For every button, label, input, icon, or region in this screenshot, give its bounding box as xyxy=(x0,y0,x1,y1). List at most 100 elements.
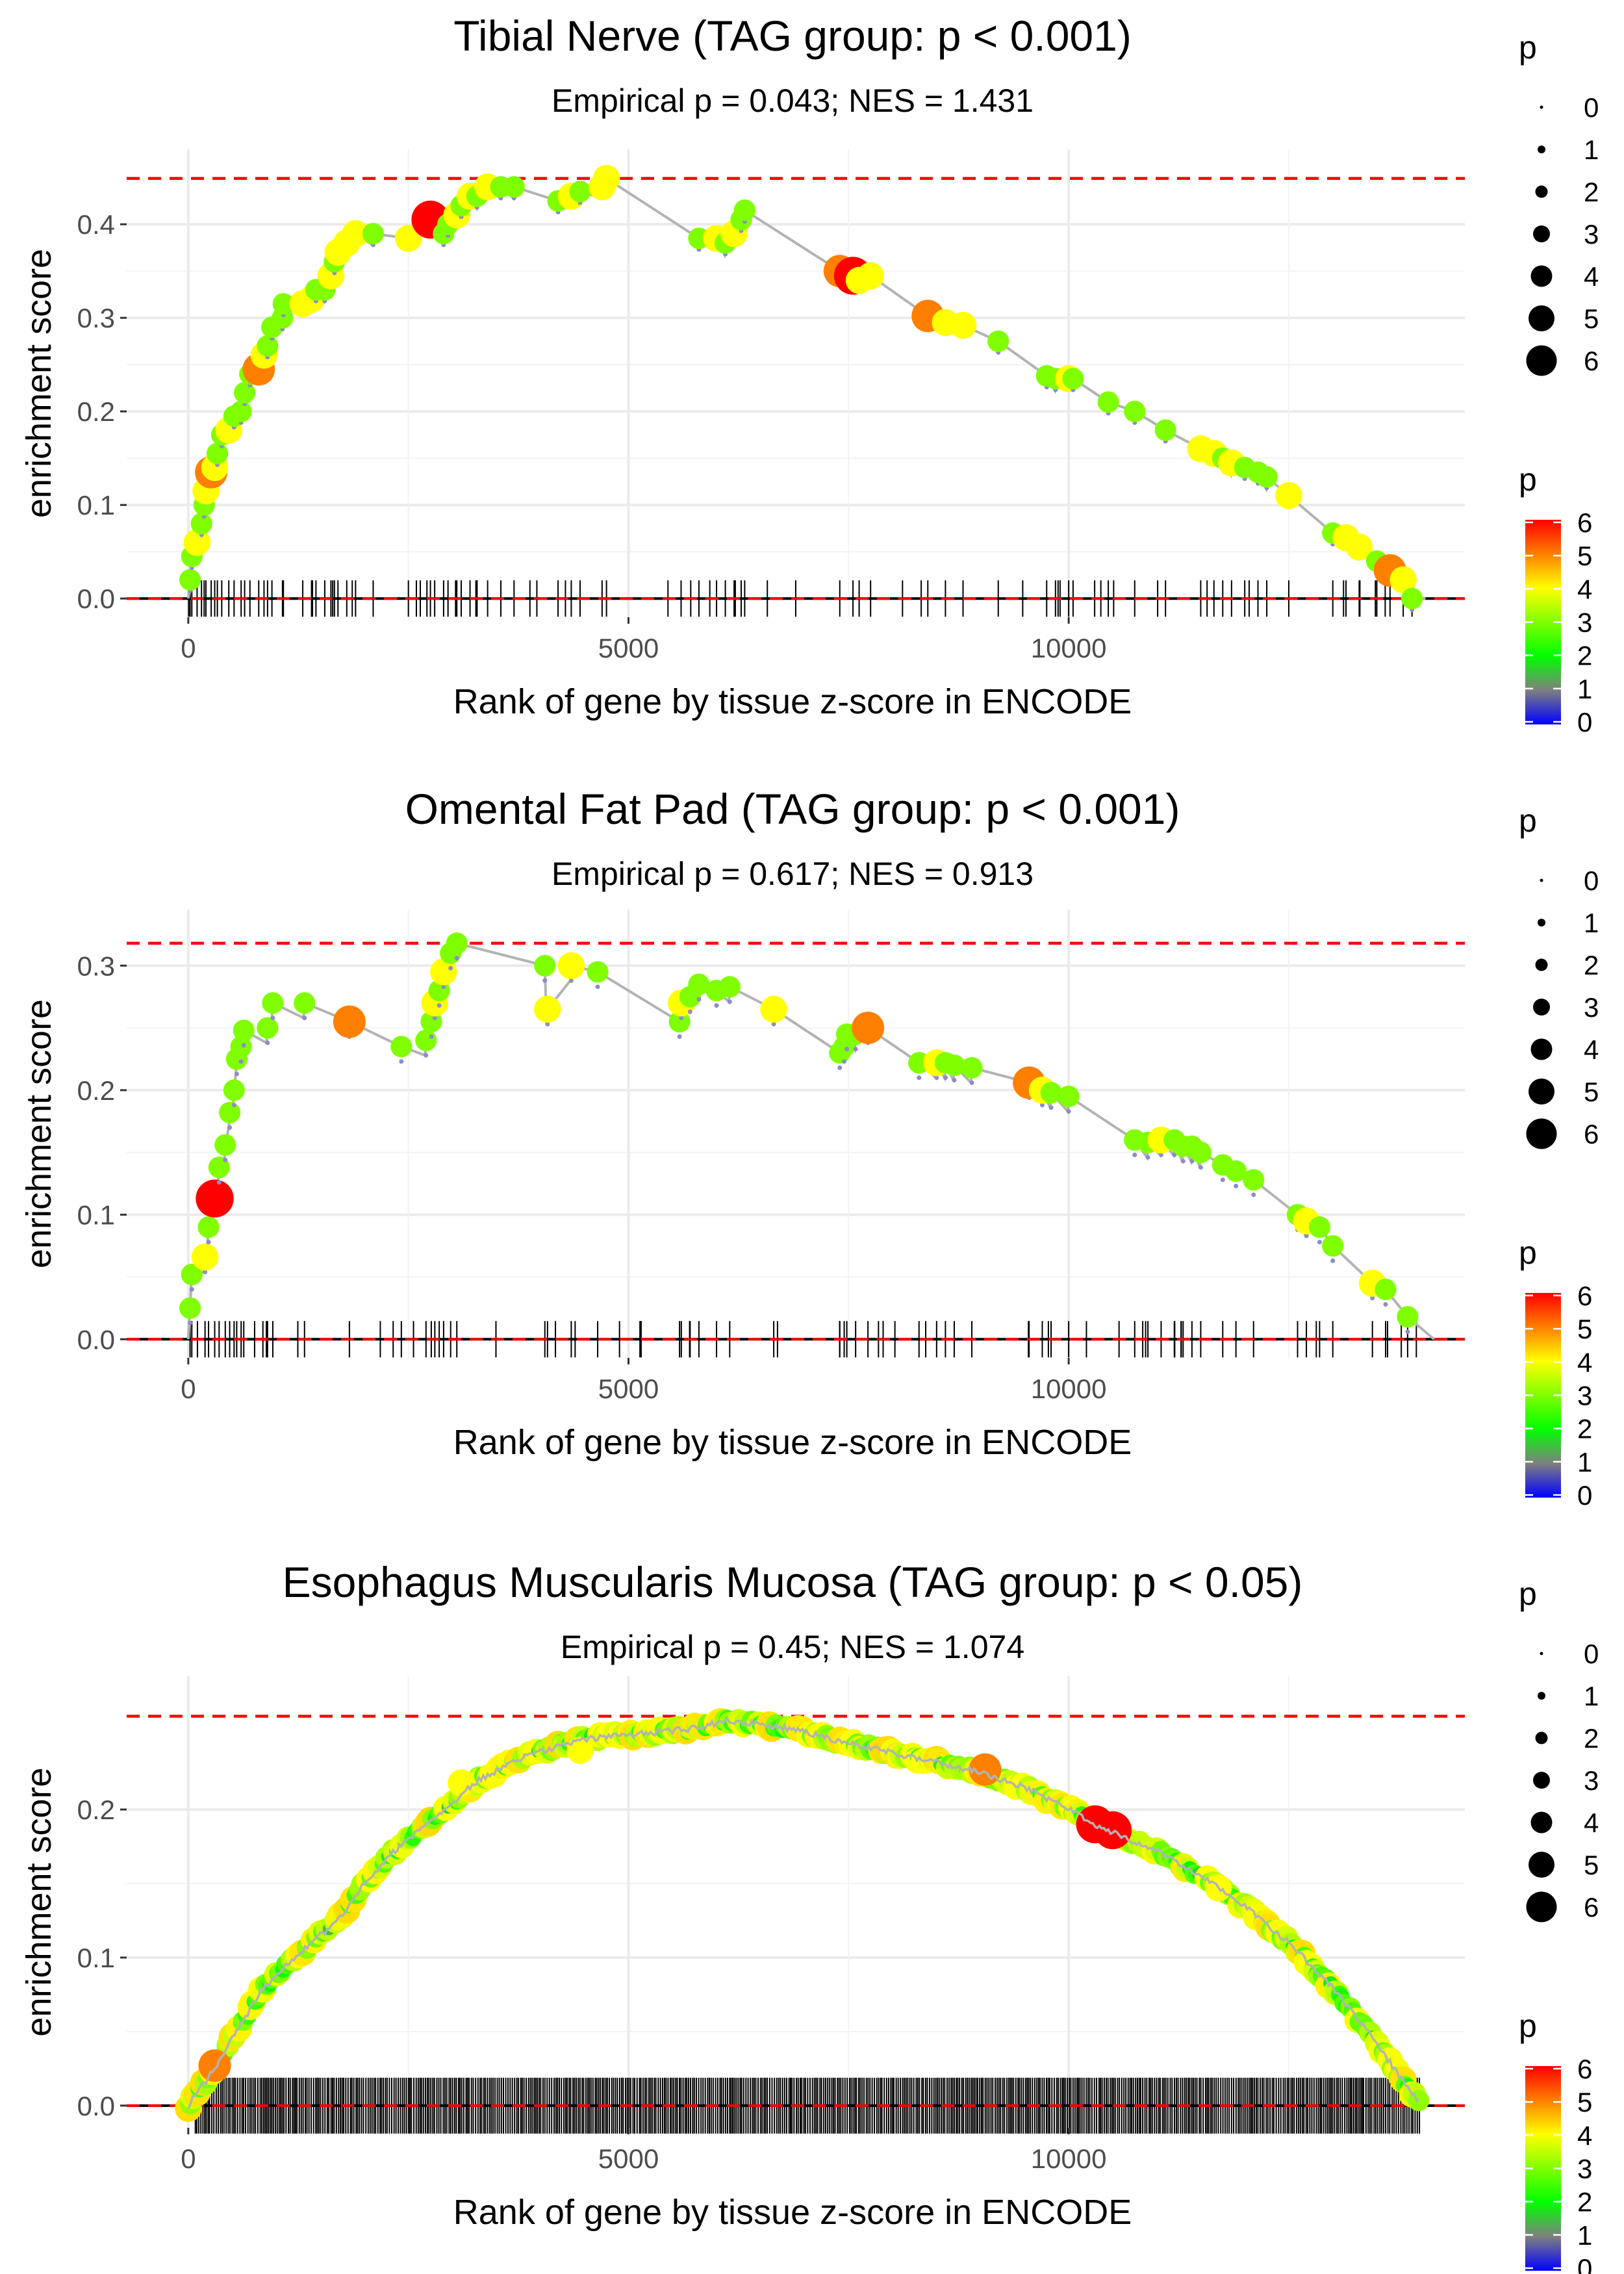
es-valley-dot xyxy=(231,1103,236,1108)
color-legend-title: p xyxy=(1519,1234,1537,1271)
es-valley-dot xyxy=(1198,1165,1203,1170)
es-valley-dot xyxy=(429,1034,434,1039)
color-legend-label: 4 xyxy=(1577,2120,1592,2151)
es-valley-dot xyxy=(448,965,453,971)
es-valley-dot xyxy=(687,1009,692,1014)
es-point xyxy=(688,973,710,995)
es-point xyxy=(415,1029,437,1051)
es-valley-dot xyxy=(844,1047,850,1052)
es-valley-dot xyxy=(568,978,574,983)
size-legend-dot xyxy=(1526,1118,1557,1149)
x-tick-label: 0 xyxy=(181,1373,196,1404)
color-legend-title: p xyxy=(1519,461,1537,498)
es-points xyxy=(175,1708,1430,2122)
es-point xyxy=(179,568,201,591)
es-valley-dot xyxy=(206,1240,211,1245)
size-legend-dot xyxy=(1526,345,1557,376)
es-point xyxy=(262,992,284,1014)
es-valley-dot xyxy=(189,1287,194,1292)
panel-3: Esophagus Muscularis Mucosa (TAG group: … xyxy=(19,1558,1599,2274)
es-point xyxy=(294,992,316,1014)
es-valley-dot xyxy=(424,1053,429,1058)
color-legend-label: 0 xyxy=(1577,1480,1592,1511)
es-valley-dot xyxy=(771,1021,776,1027)
es-valley-dot xyxy=(1048,1105,1054,1110)
es-point xyxy=(218,1101,241,1124)
es-valley-dot xyxy=(1234,1184,1239,1188)
es-valley-dot xyxy=(1145,1155,1150,1160)
es-point xyxy=(943,1054,965,1077)
chart-subtitle: Empirical p = 0.617; NES = 0.913 xyxy=(552,856,1034,892)
size-legend-label: 0 xyxy=(1584,865,1599,896)
size-legend-label: 4 xyxy=(1584,1808,1599,1838)
y-axis-title: enrichment score xyxy=(19,1767,58,2036)
color-legend-label: 4 xyxy=(1577,1347,1592,1377)
es-point xyxy=(718,976,741,998)
es-point xyxy=(333,1005,366,1038)
es-point xyxy=(181,1263,203,1286)
gridlines xyxy=(127,910,1465,1358)
es-point xyxy=(1375,1278,1397,1301)
size-legend: p 0 1 2 3 4 5 6 xyxy=(1519,29,1599,376)
color-legend-label: 5 xyxy=(1577,2087,1592,2117)
es-valley-dot xyxy=(1251,1192,1256,1197)
size-legend-label: 6 xyxy=(1584,1119,1599,1149)
size-legend-dot xyxy=(1535,185,1548,198)
x-axis-title: Rank of gene by tissue z-score in ENCODE xyxy=(453,682,1132,721)
es-valley-dot xyxy=(1304,1233,1309,1238)
size-legend-label: 3 xyxy=(1584,219,1599,249)
size-legend-label: 4 xyxy=(1584,261,1599,292)
color-legend-label: 6 xyxy=(1577,507,1592,538)
size-legend-dot xyxy=(1533,1772,1550,1789)
es-valley-dot xyxy=(1330,1258,1336,1263)
size-legend-label: 2 xyxy=(1584,177,1599,207)
panel-2: Omental Fat Pad (TAG group: p < 0.001) Em… xyxy=(19,785,1599,1511)
es-point xyxy=(857,262,884,290)
y-tick-label: 0.1 xyxy=(77,1200,115,1231)
y-tick-label: 0.3 xyxy=(77,303,115,333)
es-point xyxy=(394,225,422,252)
color-legend-label: 0 xyxy=(1577,707,1592,737)
chart-title: Tibial Nerve (TAG group: p < 0.001) xyxy=(453,12,1132,60)
chart-subtitle: Empirical p = 0.043; NES = 1.431 xyxy=(552,83,1034,119)
es-valley-dot xyxy=(302,1016,307,1021)
es-valley-dot xyxy=(1066,1109,1071,1114)
size-legend-dot xyxy=(1533,225,1550,242)
es-point xyxy=(1345,533,1373,561)
color-legend-label: 1 xyxy=(1577,1447,1592,1477)
x-tick-label: 5000 xyxy=(598,1373,659,1404)
color-legend-label: 0 xyxy=(1577,2253,1592,2274)
es-valley-dot xyxy=(1220,1177,1225,1182)
es-valley-dot xyxy=(677,1034,682,1039)
size-legend-dot xyxy=(1529,1079,1554,1105)
y-tick-label: 0.3 xyxy=(77,951,115,981)
color-legend-label: 5 xyxy=(1577,541,1592,571)
es-point xyxy=(1040,1082,1062,1104)
y-tick-label: 0.0 xyxy=(77,2091,115,2121)
y-axis-title: enrichment score xyxy=(19,249,58,518)
color-legend-label: 1 xyxy=(1577,674,1592,704)
color-legend-label: 6 xyxy=(1577,2054,1592,2084)
es-point xyxy=(430,958,457,986)
size-legend-dot xyxy=(1538,1692,1545,1700)
es-valley-dot xyxy=(437,1003,442,1008)
size-legend-label: 5 xyxy=(1584,1850,1599,1880)
es-valley-dot xyxy=(1180,1158,1186,1164)
chart-title: Esophagus Muscularis Mucosa (TAG group: … xyxy=(283,1558,1303,1606)
size-legend-label: 0 xyxy=(1584,92,1599,123)
size-legend-label: 3 xyxy=(1584,992,1599,1023)
x-axis-title: Rank of gene by tissue z-score in ENCODE xyxy=(453,1423,1132,1462)
es-point xyxy=(214,1134,236,1156)
es-point-highlight xyxy=(566,1737,594,1764)
size-legend-label: 6 xyxy=(1584,1892,1599,1923)
size-legend-label: 1 xyxy=(1584,1681,1599,1711)
es-point xyxy=(342,220,370,248)
es-point xyxy=(1124,400,1146,422)
es-valley-dot xyxy=(270,1016,275,1021)
color-legend-label: 3 xyxy=(1577,607,1592,638)
y-tick-label: 0.0 xyxy=(77,583,115,614)
es-point xyxy=(1275,482,1302,509)
color-legend-label: 4 xyxy=(1577,574,1592,604)
